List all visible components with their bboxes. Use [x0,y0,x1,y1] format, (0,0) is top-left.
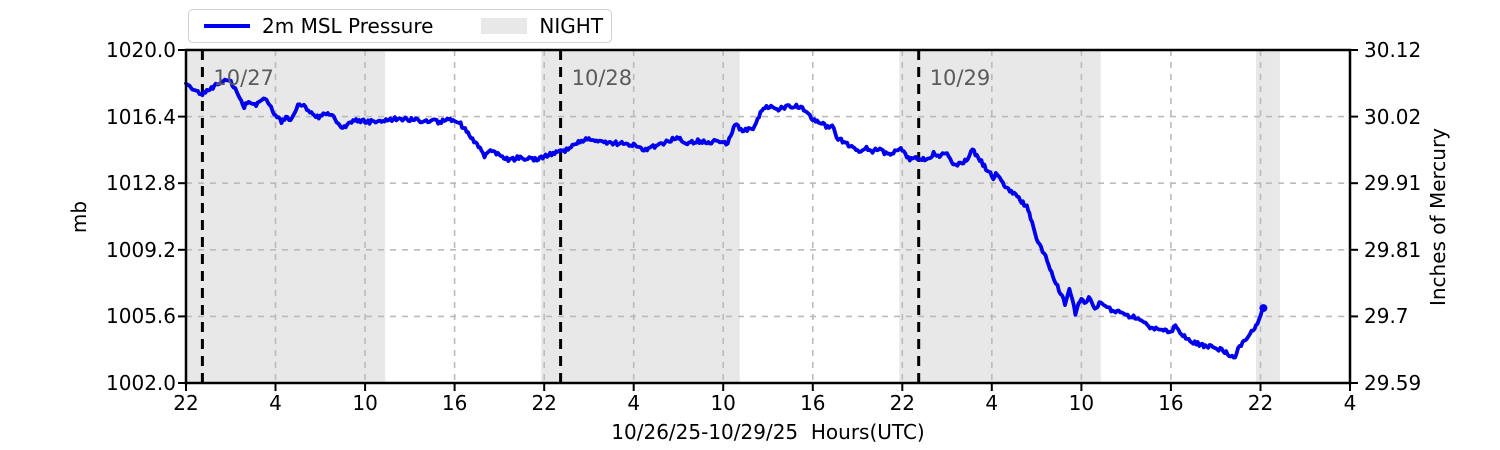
legend-box: 2m MSL Pressure NIGHT [188,9,612,43]
y-tick-label-right: 29.7 [1364,304,1409,329]
pressure-line-swatch [204,24,250,28]
night-band [899,50,1101,383]
night-band [1256,50,1280,383]
y-axis-label-right: Inches of Mercury [1426,127,1450,307]
y-tick-label-right: 30.12 [1364,38,1422,62]
y-tick-label-right: 29.81 [1364,237,1422,262]
day-annotation: 10/28 [571,66,633,90]
day-annotation: 10/29 [929,66,991,90]
x-tick-label: 22 [889,391,916,415]
y-axis-label-left: mb [67,200,91,234]
x-tick-label: 10 [710,391,736,415]
x-tick-label: 4 [1343,391,1357,415]
x-tick-label: 22 [531,391,557,415]
y-tick-label-left: 1002.0 [106,371,176,395]
x-tick-label: 4 [985,391,999,415]
x-tick-label: 16 [1158,391,1184,415]
x-tick-label: 16 [441,391,468,415]
x-tick-label: 10 [352,391,378,415]
x-tick-label: 4 [269,391,282,415]
x-tick-label: 22 [1247,391,1274,415]
night-patch-swatch [481,18,528,34]
x-axis-label: 10/26/25-10/29/25 Hours(UTC) [611,420,925,444]
pressure-line [184,77,1266,360]
y-tick-label-right: 29.59 [1364,371,1422,395]
y-tick-label-left: 1020.0 [106,38,176,62]
y-tick-label-left: 1009.2 [106,237,176,262]
x-tick-label: 22 [173,391,199,415]
night-band [541,50,740,383]
y-tick-label-left: 1016.4 [106,104,176,129]
day-annotation: 10/27 [213,66,274,90]
x-tick-label: 16 [800,391,826,415]
pressure-line-end-dot [1259,304,1268,313]
legend-label-night: NIGHT [539,14,604,38]
y-tick-label-left: 1012.8 [106,171,176,196]
y-tick-label-right: 29.91 [1364,171,1422,196]
night-band [186,50,386,383]
legend-label-pressure: 2m MSL Pressure [262,14,434,38]
plot-frame [184,48,1352,385]
x-tick-label: 4 [627,391,641,415]
y-tick-label-left: 1005.6 [106,304,176,329]
y-tick-label-right: 30.02 [1364,104,1422,129]
x-tick-label: 10 [1068,391,1095,415]
